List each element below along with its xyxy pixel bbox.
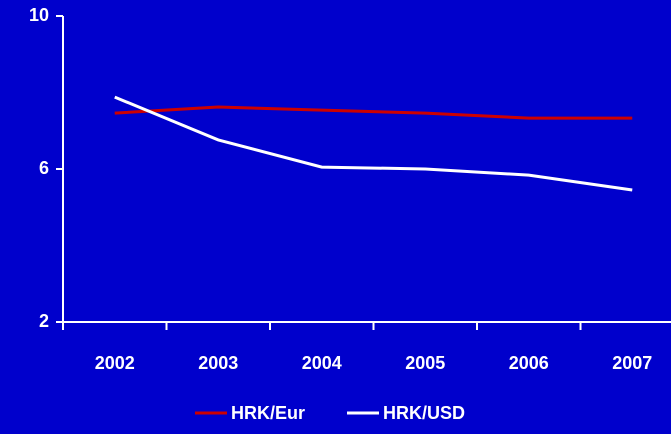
- legend-label: HRK/Eur: [231, 403, 305, 423]
- line: [114, 95, 633, 192]
- y-tick-label: 6: [39, 158, 49, 178]
- line: [114, 105, 633, 120]
- x-tick-label: 2003: [198, 353, 238, 373]
- legend-label: HRK/USD: [383, 403, 465, 423]
- y-tick-label: 10: [29, 5, 49, 25]
- x-tick-label: 2007: [612, 353, 652, 373]
- x-tick-label: 2002: [95, 353, 135, 373]
- x-tick-label: 2006: [509, 353, 549, 373]
- x-tick-label: 2005: [405, 353, 445, 373]
- x-tick-label: 2004: [302, 353, 342, 373]
- y-tick-label: 2: [39, 311, 49, 331]
